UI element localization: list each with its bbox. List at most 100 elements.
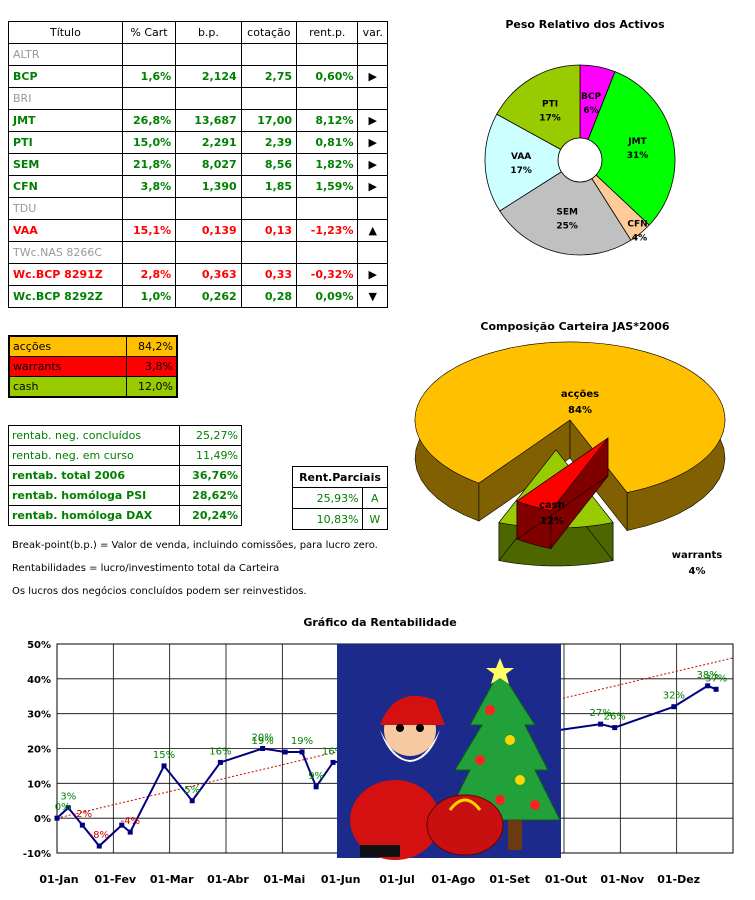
variation-arrow-icon: ▶	[357, 263, 388, 286]
x-tick-label: 01-Dez	[657, 873, 700, 886]
donut-label: SEM	[556, 207, 578, 217]
asset-bp: 13,687	[175, 109, 242, 132]
table-row: SEM 21,8% 8,027 8,56 1,82% ▶	[8, 153, 388, 176]
donut-chart: BCP 6% JMT 31% CFN 4% SEM 25% VAA 17% PTI 17%	[484, 64, 676, 256]
partial-value-a: 25,93%	[292, 487, 363, 509]
empty-cell	[175, 87, 242, 110]
table-row: BRI	[8, 87, 388, 110]
allocation-row: warrants 3,8%	[8, 356, 178, 377]
series-point	[705, 683, 711, 689]
allocation-label: warrants	[8, 356, 127, 377]
empty-cell	[240, 87, 298, 110]
asset-cart: 15,0%	[121, 131, 177, 154]
donut-percent: 6%	[583, 106, 598, 116]
x-tick-label: 01-Out	[545, 873, 587, 886]
asset-rent: 0,09%	[296, 285, 359, 308]
returns-label: rentab. total 2006	[8, 465, 180, 486]
data-label: 9%	[308, 771, 324, 782]
return-line-chart: 50% 40% 30% 20% 10% 0% -10% 01-Jan 01-Fev 01-Mar 0…	[23, 640, 734, 886]
allocation-row: cash 12,0%	[8, 376, 178, 398]
asset-bp: 0,139	[175, 219, 242, 242]
donut-label: CFN	[627, 220, 647, 230]
donut-label: BCP	[581, 92, 601, 102]
asset-name: Wc.BCP 8292Z	[8, 285, 123, 308]
donut-percent: 31%	[627, 151, 649, 161]
data-label: -2%	[73, 809, 92, 820]
asset-cart: 3,8%	[121, 175, 177, 198]
header-cotacao: cotação	[240, 21, 298, 44]
empty-cell	[240, 241, 298, 264]
asset-name: CFN	[8, 175, 123, 198]
partial-returns-table: Rent.Parciais 25,93% A 10,83% W	[292, 466, 389, 530]
y-tick-label: 20%	[27, 745, 51, 756]
returns-value: 20,24%	[179, 505, 242, 526]
variation-arrow-icon: ▶	[357, 131, 388, 154]
series-point	[313, 784, 319, 790]
series-point	[79, 822, 85, 828]
donut-percent: 17%	[510, 166, 532, 176]
donut-label: JMT	[627, 137, 647, 147]
empty-cell	[121, 43, 177, 66]
donut-hole	[557, 137, 603, 183]
returns-value: 28,62%	[179, 485, 242, 506]
partial-header: Rent.Parciais	[292, 466, 388, 488]
donut-slice-sem	[499, 159, 632, 256]
series-point	[612, 725, 618, 731]
empty-cell	[357, 241, 388, 264]
returns-row: rentab. neg. em curso 11,49%	[8, 445, 242, 466]
series-point	[119, 822, 125, 828]
asset-name: TWc.NAS 8266C	[8, 241, 123, 264]
allocation-label: acções	[8, 335, 127, 357]
table-row: TWc.NAS 8266C	[8, 241, 388, 264]
data-label: 27%	[589, 708, 611, 719]
table-row: BCP 1,6% 2,124 2,75 0,60% ▶	[8, 65, 388, 88]
y-tick-label: 50%	[27, 640, 51, 651]
empty-cell	[121, 241, 177, 264]
asset-name: BRI	[8, 87, 123, 110]
empty-cell	[240, 43, 298, 66]
allocation-row: acções 84,2%	[8, 335, 178, 357]
data-label: 38%	[697, 670, 719, 681]
y-tick-label: 30%	[27, 710, 51, 721]
series-point	[671, 704, 677, 710]
returns-row: rentab. neg. concluídos 25,27%	[8, 425, 242, 446]
x-tick-label: 01-Mar	[150, 873, 194, 886]
asset-name: BCP	[8, 65, 123, 88]
data-label: 20%	[251, 733, 273, 744]
asset-rent: 0,60%	[296, 65, 359, 88]
asset-cart: 1,0%	[121, 285, 177, 308]
note-breakpoint: Break-point(b.p.) = Valor de venda, incl…	[12, 540, 378, 551]
header-rentp: rent.p.	[296, 21, 359, 44]
header-var: var.	[357, 21, 388, 44]
allocation-value: 3,8%	[126, 356, 178, 377]
donut-title: Peso Relativo dos Activos	[505, 18, 665, 31]
data-label: 15%	[153, 750, 175, 761]
asset-cot: 2,39	[240, 131, 298, 154]
x-tick-label: 01-Nov	[600, 873, 645, 886]
empty-cell	[121, 87, 177, 110]
empty-cell	[296, 87, 359, 110]
series-point	[161, 763, 167, 769]
asset-cot: 0,33	[240, 263, 298, 286]
returns-row: rentab. homóloga DAX 20,24%	[8, 505, 242, 526]
empty-cell	[175, 241, 242, 264]
data-label: 3%	[60, 792, 76, 803]
returns-value: 36,76%	[179, 465, 242, 486]
y-tick-label: -10%	[23, 849, 51, 860]
series-point	[713, 686, 719, 692]
asset-cart: 21,8%	[121, 153, 177, 176]
allocation-value: 12,0%	[126, 376, 178, 398]
asset-cart: 15,1%	[121, 219, 177, 242]
empty-cell	[175, 43, 242, 66]
partial-value-w: 10,83%	[292, 508, 363, 530]
partial-tag-a: A	[361, 487, 389, 509]
data-label: 32%	[663, 691, 685, 702]
x-tick-label: 01-Set	[489, 873, 530, 886]
empty-cell	[296, 241, 359, 264]
table-row: PTI 15,0% 2,291 2,39 0,81% ▶	[8, 131, 388, 154]
series-point	[260, 746, 266, 751]
series-point	[299, 749, 305, 755]
asset-cot: 1,85	[240, 175, 298, 198]
data-label: 19%	[251, 736, 273, 747]
asset-cart: 2,8%	[121, 263, 177, 286]
